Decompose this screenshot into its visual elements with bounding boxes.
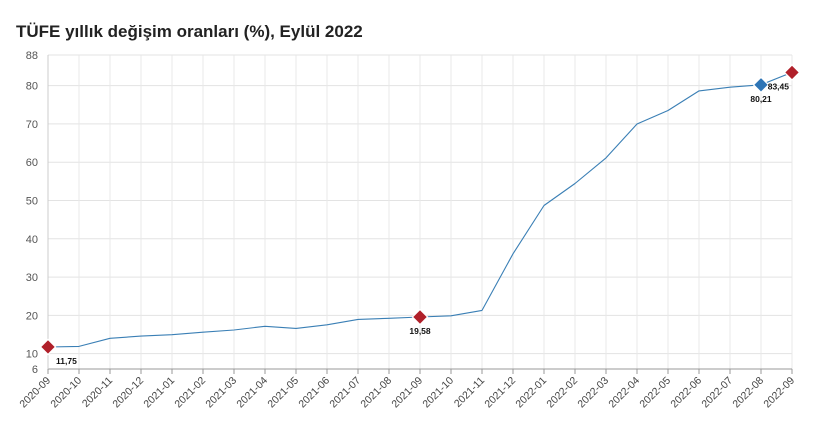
data-point [541,203,547,209]
data-point [76,343,82,349]
data-point [448,313,454,319]
data-point [479,307,485,313]
y-tick-labels: 6 10 20 30 40 50 60 70 80 88 [26,50,38,376]
data-point [634,121,640,127]
axes [47,55,793,374]
x-tick-label: 2022-08 [730,375,766,411]
data-labels: 11,75 19,58 80,21 83,45 [56,81,789,366]
x-tick-label: 2022-03 [575,375,611,411]
chart-title: TÜFE yıllık değişim oranları (%), Eylül … [16,22,363,41]
y-tick-label: 10 [26,349,38,361]
x-tick-label: 2020-10 [48,375,84,411]
y-tick-label: 40 [26,234,38,246]
y-tick-label: 80 [26,81,38,93]
data-point [200,329,206,335]
y-tick-label: 50 [26,196,38,208]
y-tick-label: 6 [32,364,38,376]
data-point [324,322,330,328]
x-tick-label: 2021-08 [358,375,394,411]
x-tick-label: 2022-02 [544,375,580,411]
data-point [572,181,578,187]
x-tick-label: 2021-04 [234,375,270,411]
data-point [510,251,516,257]
data-point [293,325,299,331]
data-point [262,323,268,329]
highlight-marker [411,308,429,326]
x-tick-label: 2022-07 [699,375,735,411]
highlight-marker [783,64,801,81]
highlight-marker [39,338,57,356]
data-point [107,335,113,341]
x-tick-label: 2021-10 [420,375,456,411]
data-point [386,315,392,321]
x-tick-label: 2021-07 [327,375,363,411]
x-tick-label: 2022-05 [637,375,673,411]
data-point [138,333,144,339]
data-point [603,155,609,161]
highlight-markers [39,64,801,356]
x-tick-label: 2021-02 [172,375,208,411]
x-tick-label: 2021-12 [482,375,518,411]
data-point [355,316,361,322]
x-tick-labels: 2020-092020-102020-112020-122021-012021-… [17,375,797,411]
x-tick-label: 2020-11 [80,375,115,410]
x-tick-label: 2021-11 [452,375,487,410]
x-tick-label: 2022-06 [668,375,704,411]
x-tick-label: 2022-09 [761,375,797,411]
data-point [727,84,733,90]
y-tick-label: 88 [26,50,38,62]
data-point [696,88,702,94]
y-tick-label: 60 [26,157,38,169]
data-label: 19,58 [409,326,431,336]
y-tick-label: 30 [26,272,38,284]
x-tick-label: 2021-05 [265,375,301,411]
data-label: 83,45 [768,81,790,91]
y-tick-label: 20 [26,310,38,322]
highlight-marker [752,76,770,94]
data-label: 11,75 [56,356,77,366]
data-label: 80,21 [750,94,772,104]
y-tick-label: 70 [26,119,38,131]
x-tick-label: 2020-12 [110,375,146,411]
x-tick-label: 2021-03 [203,375,239,411]
x-tick-label: 2020-09 [17,375,53,411]
data-point [169,332,175,338]
data-point [665,108,671,114]
data-point [231,327,237,333]
x-tick-label: 2021-06 [296,375,332,411]
x-tick-label: 2022-01 [513,375,549,411]
x-tick-label: 2021-01 [141,375,177,411]
x-tick-label: 2022-04 [606,375,642,411]
x-tick-label: 2021-09 [389,375,425,411]
